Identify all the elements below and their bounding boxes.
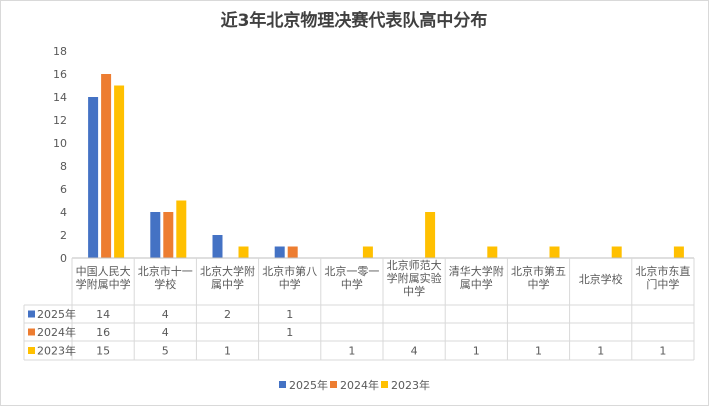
y-tick-label: 2	[60, 229, 67, 242]
category-label: 北京师范大	[387, 258, 442, 272]
y-tick-label: 4	[60, 206, 67, 219]
category-label: 北京一零一	[324, 264, 379, 278]
table-value: 14	[96, 308, 110, 321]
legend-key-2023年	[381, 381, 388, 388]
category-label: 学附属实验	[387, 271, 442, 285]
legend-key-2025年	[279, 381, 286, 388]
legend-label: 2025年	[289, 378, 328, 392]
bar-2023年-1	[176, 200, 187, 258]
category-label: 北京市十一	[138, 264, 193, 278]
table-legend-key	[28, 310, 35, 318]
y-tick-label: 8	[60, 160, 67, 173]
category-label: 北京市第八	[262, 264, 317, 278]
y-tick-label: 14	[53, 91, 67, 104]
table-value: 5	[162, 345, 169, 358]
table-value: 1	[535, 345, 542, 358]
bar-2023年-2	[238, 246, 249, 258]
legend-label: 2024年	[340, 378, 379, 392]
table-value: 4	[162, 308, 169, 321]
bar-2023年-4	[362, 246, 373, 258]
legend: 2025年 2024年 2023年	[279, 378, 430, 392]
bar-2023年-9	[673, 246, 684, 258]
table-value: 1	[597, 345, 604, 358]
bar-2023年-6	[487, 246, 498, 258]
category-label: 中学	[403, 284, 425, 298]
table-value: 15	[96, 345, 110, 358]
legend-label: 2023年	[391, 378, 430, 392]
chart-title: 近3年北京物理决赛代表队高中分布	[221, 10, 488, 31]
bar-2025年-2	[212, 235, 223, 258]
bar-2024年-1	[163, 212, 174, 258]
table-value: 1	[659, 345, 666, 358]
legend-key-2024年	[330, 381, 337, 388]
category-label: 中学	[341, 277, 363, 291]
table-value: 1	[286, 326, 293, 339]
bar-2025年-0	[88, 97, 99, 258]
category-label: 北京大学附	[200, 264, 255, 278]
category-label: 中国人民大	[76, 264, 131, 278]
category-label: 学校	[154, 277, 176, 291]
category-label: 北京市东直	[635, 264, 690, 278]
y-tick-label: 12	[53, 114, 67, 127]
bar-2025年-1	[150, 212, 161, 258]
data-table: 中国人民大学附属中学北京市十一学校北京大学附属中学北京市第八中学北京一零一中学北…	[23, 257, 695, 361]
category-label: 属中学	[460, 277, 493, 291]
y-tick-label: 16	[53, 68, 67, 81]
table-value: 4	[162, 326, 169, 339]
table-value: 16	[96, 326, 110, 339]
category-label: 清华大学附	[449, 264, 504, 278]
category-label: 门中学	[646, 277, 679, 291]
bar-2025年-3	[274, 246, 285, 258]
category-label: 学附属中学	[76, 277, 131, 291]
bar-2023年-5	[425, 212, 436, 258]
y-axis: 0 2 4 6 8 10 12 14 16 18	[53, 45, 67, 265]
category-label: 北京市第五	[511, 264, 566, 278]
category-label: 属中学	[211, 277, 244, 291]
table-value: 1	[473, 345, 480, 358]
y-tick-label: 10	[53, 137, 67, 150]
category-label: 中学	[279, 277, 301, 291]
table-value: 1	[224, 345, 231, 358]
table-series-label: 2023年	[37, 344, 76, 358]
table-value: 1	[286, 308, 293, 321]
table-legend-key	[28, 347, 35, 354]
y-tick-label: 0	[60, 252, 67, 265]
y-tick-label: 6	[60, 183, 67, 196]
bar-2024年-0	[101, 74, 112, 258]
bars	[88, 74, 684, 258]
bar-2023年-7	[549, 246, 560, 258]
y-tick-label: 18	[53, 45, 67, 58]
category-label: 中学	[528, 277, 550, 291]
table-legend-key	[28, 328, 35, 336]
table-value: 1	[348, 345, 355, 358]
table-value: 4	[411, 345, 418, 358]
bar-2024年-3	[287, 246, 298, 258]
bar-2023年-8	[611, 246, 622, 258]
table-series-label: 2025年	[37, 307, 76, 321]
category-label: 北京学校	[579, 272, 623, 286]
table-series-label: 2024年	[37, 325, 76, 339]
table-value: 2	[224, 308, 231, 321]
bar-2023年-0	[114, 85, 125, 258]
